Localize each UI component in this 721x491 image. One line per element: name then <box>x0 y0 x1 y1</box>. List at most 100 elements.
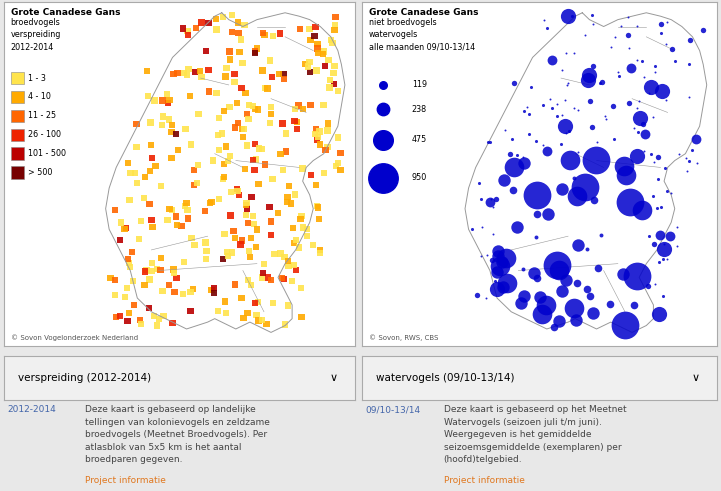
FancyBboxPatch shape <box>151 313 157 319</box>
FancyBboxPatch shape <box>227 56 233 62</box>
FancyBboxPatch shape <box>298 216 304 222</box>
Point <box>588 20 599 28</box>
FancyBboxPatch shape <box>291 118 298 124</box>
Point <box>486 256 497 264</box>
Point <box>507 186 518 194</box>
FancyBboxPatch shape <box>311 32 317 39</box>
Point <box>579 31 590 39</box>
FancyBboxPatch shape <box>112 276 118 283</box>
FancyBboxPatch shape <box>211 290 217 296</box>
FancyBboxPatch shape <box>231 124 238 131</box>
FancyBboxPatch shape <box>268 111 274 117</box>
Point <box>649 240 660 247</box>
FancyBboxPatch shape <box>231 79 238 85</box>
Text: Deze kaart is gebaseerd op landelijke
tellingen van kolonievogels en zeldzame
br: Deze kaart is gebaseerd op landelijke te… <box>84 405 270 464</box>
FancyBboxPatch shape <box>148 141 154 148</box>
FancyBboxPatch shape <box>241 126 247 132</box>
FancyBboxPatch shape <box>107 275 113 281</box>
FancyBboxPatch shape <box>229 29 235 35</box>
FancyBboxPatch shape <box>263 321 270 327</box>
FancyBboxPatch shape <box>184 72 190 78</box>
Point <box>378 81 389 89</box>
FancyBboxPatch shape <box>331 63 337 69</box>
FancyBboxPatch shape <box>284 194 291 200</box>
FancyBboxPatch shape <box>221 231 228 237</box>
Point <box>624 44 635 52</box>
FancyBboxPatch shape <box>291 240 297 246</box>
FancyBboxPatch shape <box>137 317 143 323</box>
FancyBboxPatch shape <box>159 113 166 120</box>
Point <box>592 264 603 272</box>
Point <box>531 274 543 282</box>
FancyBboxPatch shape <box>244 142 250 149</box>
Point <box>588 196 600 204</box>
FancyBboxPatch shape <box>149 223 156 230</box>
Point <box>600 112 611 120</box>
Point <box>543 211 554 218</box>
Point <box>565 156 576 164</box>
Point <box>548 323 559 331</box>
FancyBboxPatch shape <box>259 274 265 280</box>
FancyBboxPatch shape <box>170 71 177 77</box>
FancyBboxPatch shape <box>236 192 242 198</box>
Point <box>521 103 533 110</box>
FancyBboxPatch shape <box>142 174 149 180</box>
FancyBboxPatch shape <box>332 14 339 20</box>
FancyBboxPatch shape <box>125 256 131 263</box>
Point <box>632 22 643 30</box>
FancyBboxPatch shape <box>239 60 246 66</box>
Point <box>572 148 583 156</box>
Point <box>557 67 568 75</box>
FancyBboxPatch shape <box>231 228 236 234</box>
FancyBboxPatch shape <box>291 106 298 112</box>
FancyBboxPatch shape <box>205 67 211 73</box>
FancyBboxPatch shape <box>133 121 140 127</box>
Text: 1 - 3: 1 - 3 <box>27 74 45 82</box>
FancyBboxPatch shape <box>203 247 210 254</box>
Point <box>681 154 692 162</box>
Point <box>547 104 558 111</box>
FancyBboxPatch shape <box>255 300 262 305</box>
Point <box>638 73 650 81</box>
FancyBboxPatch shape <box>178 223 185 229</box>
FancyBboxPatch shape <box>308 172 314 178</box>
FancyBboxPatch shape <box>285 302 291 309</box>
Point <box>587 11 598 19</box>
FancyBboxPatch shape <box>252 141 258 147</box>
Point <box>660 96 672 104</box>
FancyBboxPatch shape <box>242 166 249 172</box>
FancyBboxPatch shape <box>11 109 24 122</box>
Point <box>499 126 510 134</box>
FancyBboxPatch shape <box>315 204 322 211</box>
FancyBboxPatch shape <box>146 276 153 283</box>
FancyBboxPatch shape <box>112 207 118 213</box>
FancyBboxPatch shape <box>221 174 227 180</box>
FancyBboxPatch shape <box>216 147 222 154</box>
Point <box>484 198 495 206</box>
Point <box>515 299 526 306</box>
FancyBboxPatch shape <box>127 169 133 176</box>
FancyBboxPatch shape <box>315 50 322 56</box>
FancyBboxPatch shape <box>301 61 308 67</box>
FancyBboxPatch shape <box>145 92 151 99</box>
Text: © Sovon, RWS, CBS: © Sovon, RWS, CBS <box>369 334 438 341</box>
FancyBboxPatch shape <box>149 155 155 161</box>
Point <box>581 285 593 293</box>
Point <box>581 246 593 253</box>
FancyBboxPatch shape <box>183 200 190 206</box>
Point <box>480 294 492 302</box>
FancyBboxPatch shape <box>239 295 244 301</box>
Point <box>647 113 659 121</box>
FancyBboxPatch shape <box>234 186 240 192</box>
FancyBboxPatch shape <box>180 291 186 297</box>
FancyBboxPatch shape <box>292 191 298 197</box>
FancyBboxPatch shape <box>314 203 320 209</box>
Point <box>562 79 574 86</box>
FancyBboxPatch shape <box>313 126 319 133</box>
Point <box>594 80 606 87</box>
FancyBboxPatch shape <box>181 259 187 265</box>
Point <box>658 292 669 300</box>
FancyBboxPatch shape <box>188 235 195 241</box>
FancyBboxPatch shape <box>234 120 241 126</box>
FancyBboxPatch shape <box>210 158 216 164</box>
